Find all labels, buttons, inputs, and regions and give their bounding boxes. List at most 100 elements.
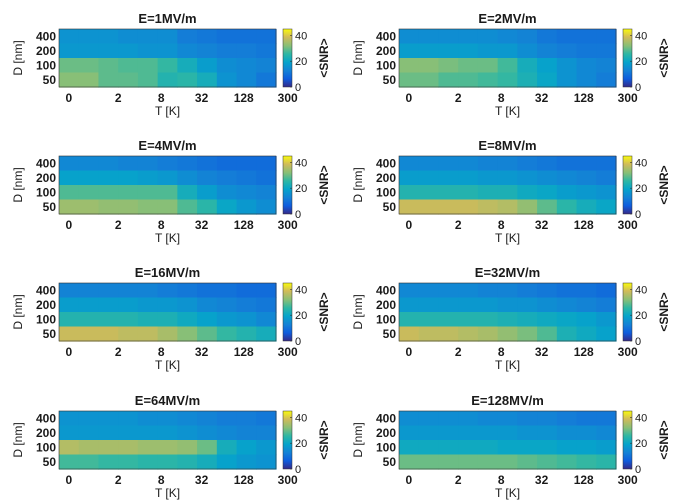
x-tick-label: 8 <box>498 345 505 359</box>
heatmap-cell <box>596 411 617 427</box>
heatmap-cell <box>157 199 178 215</box>
x-axis-label: T [K] <box>495 104 520 118</box>
heatmap-cell <box>177 454 198 470</box>
heatmap-cell <box>59 283 80 299</box>
heatmap-cell <box>157 326 178 342</box>
y-tick-label: 100 <box>376 440 396 454</box>
heatmap-cell <box>477 411 499 427</box>
heatmap-cell <box>216 454 238 470</box>
colorbar-tick-label: 40 <box>295 30 307 42</box>
heatmap-cell <box>517 454 538 470</box>
y-axis-label: D [nm] <box>351 294 365 329</box>
heatmap-cell <box>197 411 218 427</box>
heatmap-cell <box>177 312 198 328</box>
heatmap-cell <box>458 297 479 313</box>
heatmap-cell <box>418 156 440 172</box>
heatmap-cell <box>118 29 139 45</box>
panel-title: E=4MV/m <box>138 138 196 153</box>
y-tick-label: 400 <box>376 156 396 170</box>
heatmap-cell <box>458 29 479 45</box>
heatmap-cell <box>137 283 159 299</box>
x-tick-label: 2 <box>455 91 462 105</box>
colorbar-tick-label: 20 <box>295 183 307 195</box>
heatmap-cell <box>438 43 459 59</box>
heatmap-cell <box>458 425 479 441</box>
x-tick-label: 128 <box>234 91 254 105</box>
heatmap-cell <box>537 326 558 342</box>
heatmap-cell <box>399 425 420 441</box>
x-tick-label: 128 <box>234 345 254 359</box>
panel-title: E=2MV/m <box>478 11 536 26</box>
y-tick-label: 100 <box>36 312 56 326</box>
heatmap-cell <box>216 58 238 74</box>
y-tick-label: 200 <box>36 298 56 312</box>
heatmap-cell <box>236 170 257 186</box>
heatmap-cell <box>477 326 499 342</box>
y-axis-label: D [nm] <box>351 40 365 75</box>
colorbar-tick-label: 20 <box>635 310 647 322</box>
heatmap-cell <box>537 72 558 88</box>
x-tick-label: 128 <box>234 473 254 487</box>
heatmap-cell <box>537 312 558 328</box>
heatmap-cell <box>477 156 499 172</box>
heatmap-cell <box>576 454 597 470</box>
heatmap-cell <box>497 326 518 342</box>
heatmap-cell <box>98 199 119 215</box>
x-tick-label: 300 <box>618 345 638 359</box>
colorbar <box>282 410 293 470</box>
heatmap-cell <box>497 199 518 215</box>
heatmap-cell <box>537 411 558 427</box>
heatmap-cell <box>556 297 578 313</box>
heatmap-cell <box>517 185 538 201</box>
heatmap-cell <box>137 185 159 201</box>
heatmap-cell <box>576 297 597 313</box>
heatmap-cell <box>157 72 178 88</box>
heatmap-cell <box>556 199 578 215</box>
heatmap-cell <box>556 312 578 328</box>
plot-frame <box>398 155 617 215</box>
heatmap-cell <box>98 312 119 328</box>
colorbar <box>622 410 633 470</box>
heatmap-cell <box>78 43 100 59</box>
x-tick-label: 32 <box>195 473 209 487</box>
heatmap-cell <box>556 43 578 59</box>
heatmap-cell <box>98 72 119 88</box>
heatmap-cell <box>98 326 119 342</box>
colorbar-tick-label: 0 <box>295 464 301 476</box>
heatmap-cell <box>59 326 80 342</box>
heatmap-cell <box>418 29 440 45</box>
heatmap-cell <box>438 312 459 328</box>
heatmap-cell <box>197 326 218 342</box>
heatmap-cell <box>418 326 440 342</box>
x-tick-label: 128 <box>574 218 594 232</box>
heatmap-cell <box>157 440 178 456</box>
heatmap-cell <box>197 72 218 88</box>
heatmap-cell <box>438 454 459 470</box>
heatmap-cell <box>537 185 558 201</box>
y-tick-label: 400 <box>36 411 56 425</box>
heatmap-cell <box>576 43 597 59</box>
heatmap-cell <box>399 326 420 342</box>
plot-frame <box>398 28 617 88</box>
heatmap-cell <box>497 58 518 74</box>
heatmap-cell <box>438 185 459 201</box>
heatmap-cell <box>596 43 617 59</box>
y-tick-label: 200 <box>36 171 56 185</box>
heatmap-cell <box>399 440 420 456</box>
heatmap-cell <box>177 326 198 342</box>
y-tick-label: 400 <box>376 283 396 297</box>
x-tick-label: 0 <box>66 91 73 105</box>
heatmap-cell <box>197 199 218 215</box>
heatmap-cell <box>216 283 238 299</box>
colorbar-tick-label: 20 <box>635 183 647 195</box>
heatmap-cell <box>137 170 159 186</box>
heatmap-cell <box>118 43 139 59</box>
heatmap-cell <box>256 170 277 186</box>
x-tick-label: 2 <box>115 218 122 232</box>
colorbar-tick-label: 0 <box>635 464 641 476</box>
heatmap-cell <box>517 297 538 313</box>
